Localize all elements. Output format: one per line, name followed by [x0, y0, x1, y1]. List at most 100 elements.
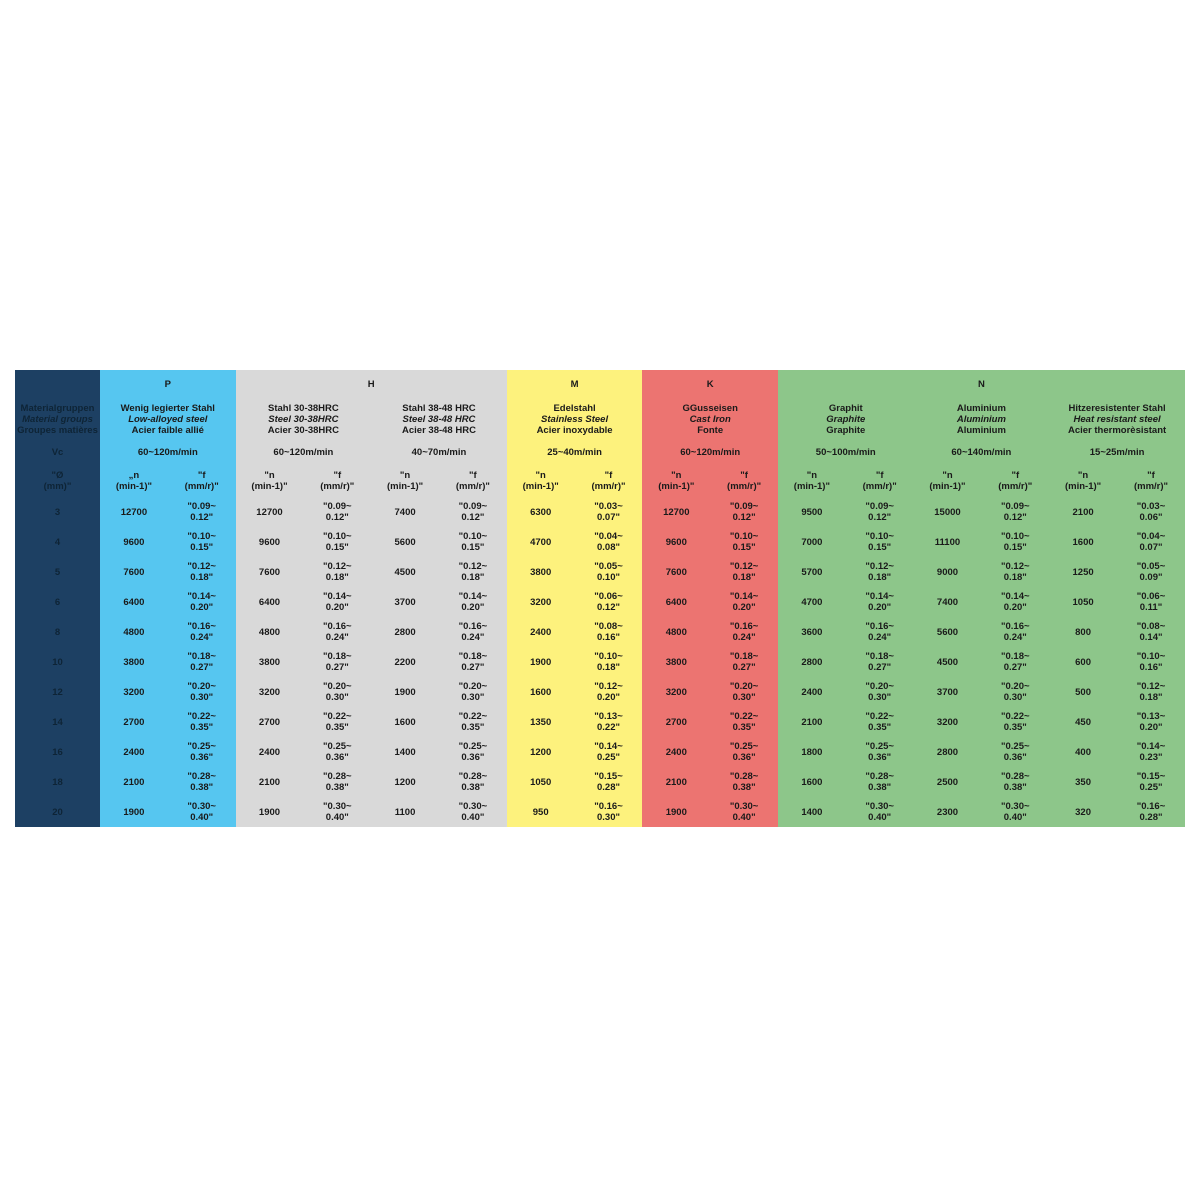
material-name: GGusseisen Cast Iron Fonte — [642, 398, 778, 440]
diameter-header: "Ø (mm)" — [15, 465, 100, 497]
spindle-speed-cell: 1900 — [235, 797, 304, 827]
spindle-speed-cell: 3800 — [100, 647, 168, 677]
diameter-cell: 20 — [15, 797, 100, 827]
cutting-speed: 15~25m/min — [1049, 440, 1185, 465]
spindle-speed-cell: 9600 — [235, 527, 304, 557]
spindle-speed-cell: 1600 — [371, 707, 439, 737]
material-name-en: Stainless Steel — [541, 413, 609, 425]
feed-header: "f (mm/r)" — [574, 465, 643, 497]
spindle-speed-cell: 3600 — [777, 617, 846, 647]
feed-cell: "0.28~ 0.38" — [303, 767, 372, 797]
feed-header: "f (mm/r)" — [303, 465, 372, 497]
feed-cell: "0.25~ 0.36" — [845, 737, 914, 767]
feed-cell: "0.22~ 0.35" — [710, 707, 778, 737]
spindle-speed-cell: 2400 — [100, 737, 168, 767]
diameter-cell: 12 — [15, 677, 100, 707]
spindle-speed-cell: 11100 — [913, 527, 982, 557]
spindle-speed-cell: 5600 — [913, 617, 982, 647]
spindle-speed-cell: 3800 — [506, 557, 575, 587]
spindle-speed-cell: 320 — [1049, 797, 1117, 827]
feed-cell: "0.08~ 0.16" — [574, 617, 643, 647]
feed-header: "f (mm/r)" — [710, 465, 778, 497]
spindle-speed-cell: 4500 — [371, 557, 439, 587]
material-name-en: Steel 38-48 HRC — [402, 413, 476, 425]
feed-cell: "0.25~ 0.36" — [167, 737, 236, 767]
feed-cell: "0.14~ 0.20" — [167, 587, 236, 617]
spindle-speed-header: "n (min-1)" — [235, 465, 304, 497]
material-name: Edelstahl Stainless Steel Acier inoxydable — [506, 398, 643, 440]
feed-cell: "0.04~ 0.08" — [574, 527, 643, 557]
material-name-en: Low-alloyed steel — [128, 413, 208, 425]
material-groups-label-fr: Groupes matières — [17, 424, 98, 436]
spindle-speed-cell: 3200 — [506, 587, 575, 617]
feed-cell: "0.22~ 0.35" — [167, 707, 236, 737]
feed-cell: "0.14~ 0.25" — [574, 737, 643, 767]
feed-cell: "0.28~ 0.38" — [167, 767, 236, 797]
feed-cell: "0.04~ 0.07" — [1116, 527, 1185, 557]
feed-header: "f (mm/r)" — [167, 465, 236, 497]
diameter-cell: 10 — [15, 647, 100, 677]
spindle-speed-cell: 1900 — [506, 647, 575, 677]
cutting-speed: 40~70m/min — [371, 440, 507, 465]
material-name-de: Wenig legierter Stahl — [120, 402, 215, 414]
material-name-de: Graphit — [828, 402, 863, 414]
spindle-speed-cell: 1600 — [506, 677, 575, 707]
diameter-cell: 5 — [15, 557, 100, 587]
cutting-speed: 25~40m/min — [506, 440, 643, 465]
feed-cell: "0.20~ 0.30" — [303, 677, 372, 707]
table-row: 18 2100 "0.28~ 0.38" 2100 "0.28~ 0.38" 1200 "0… — [15, 767, 1185, 797]
material-name-en: Aluminium — [956, 413, 1006, 425]
material-name-en: Cast Iron — [689, 413, 731, 425]
spindle-speed-cell: 7000 — [777, 527, 846, 557]
material-name-fr: Aluminium — [956, 424, 1006, 436]
spindle-speed-cell: 600 — [1049, 647, 1117, 677]
iso-group-K: K — [642, 370, 778, 398]
cutting-speed: 60~120m/min — [642, 440, 778, 465]
table-row: 4 9600 "0.10~ 0.15" 9600 "0.10~ 0.15" 5600 "0.… — [15, 527, 1185, 557]
diameter-cell: 4 — [15, 527, 100, 557]
spindle-speed-cell: 2800 — [913, 737, 982, 767]
cutting-speed: 60~120m/min — [235, 440, 372, 465]
feed-cell: "0.28~ 0.38" — [981, 767, 1050, 797]
spindle-speed-cell: 2100 — [235, 767, 304, 797]
diameter-cell: 8 — [15, 617, 100, 647]
feed-cell: "0.05~ 0.09" — [1116, 557, 1185, 587]
spindle-speed-cell: 1900 — [642, 797, 711, 827]
spindle-speed-cell: 2700 — [235, 707, 304, 737]
feed-cell: "0.09~ 0.12" — [303, 497, 372, 527]
feed-cell: "0.16~ 0.24" — [438, 617, 507, 647]
feed-cell: "0.30~ 0.40" — [845, 797, 914, 827]
material-name-de: Aluminium — [956, 402, 1006, 414]
diameter-cell: 16 — [15, 737, 100, 767]
table-row: 6 6400 "0.14~ 0.20" 6400 "0.14~ 0.20" 3700 "0.… — [15, 587, 1185, 617]
spindle-speed-cell: 1600 — [777, 767, 846, 797]
feed-cell: "0.22~ 0.35" — [438, 707, 507, 737]
feed-cell: "0.12~ 0.20" — [574, 677, 643, 707]
material-name-fr: Fonte — [697, 424, 724, 436]
spindle-speed-cell: 5600 — [371, 527, 439, 557]
feed-cell: "0.30~ 0.40" — [981, 797, 1050, 827]
material-name-en: Graphite — [826, 413, 866, 425]
diameter-cell: 14 — [15, 707, 100, 737]
material-name: Hitzeresistenter Stahl Heat resistant ste… — [1049, 398, 1185, 440]
feed-cell: "0.16~ 0.30" — [574, 797, 643, 827]
spindle-speed-cell: 2400 — [777, 677, 846, 707]
feed-cell: "0.09~ 0.12" — [438, 497, 507, 527]
iso-group-M: M — [506, 370, 643, 398]
material-name-en: Steel 30-38HRC — [268, 413, 339, 425]
spindle-speed-header: "n (min-1)" — [1049, 465, 1117, 497]
spindle-speed-cell: 9000 — [913, 557, 982, 587]
feed-cell: "0.30~ 0.40" — [710, 797, 778, 827]
material-name: Stahl 30-38HRC Steel 30-38HRC Acier 30-38H… — [235, 398, 372, 440]
feed-cell: "0.18~ 0.27" — [981, 647, 1050, 677]
spindle-speed-cell: 4800 — [235, 617, 304, 647]
spindle-speed-cell: 2400 — [235, 737, 304, 767]
material-name-fr: Acier 30-38HRC — [267, 424, 340, 436]
feed-cell: "0.20~ 0.30" — [981, 677, 1050, 707]
spindle-speed-cell: 6400 — [100, 587, 168, 617]
spindle-speed-cell: 1350 — [506, 707, 575, 737]
spindle-speed-cell: 2400 — [642, 737, 711, 767]
spindle-speed-cell: 4700 — [506, 527, 575, 557]
feed-cell: "0.16~ 0.28" — [1116, 797, 1185, 827]
